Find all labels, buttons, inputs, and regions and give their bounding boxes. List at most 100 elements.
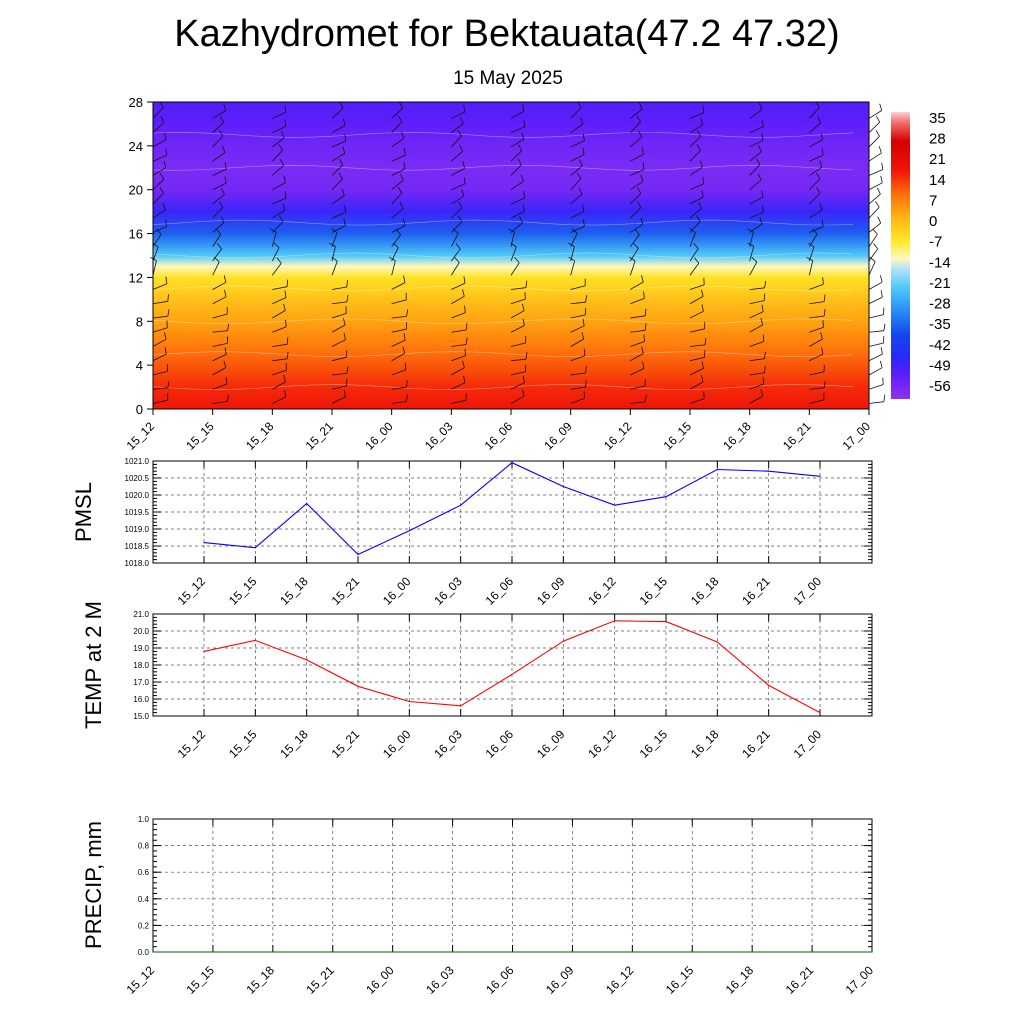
- x-tick-label: 15_15: [226, 727, 260, 761]
- colorbar-label: 14: [929, 172, 946, 189]
- data-point: [212, 951, 213, 952]
- wind-barb: [869, 354, 882, 361]
- x-tick-label: 16_15: [661, 419, 695, 453]
- wind-barb: [869, 262, 875, 276]
- wind-barb-flag: [876, 116, 879, 122]
- wind-barb-flag: [876, 130, 880, 136]
- x-tick-label: 16_15: [663, 963, 697, 997]
- y-tick-label: 21.0: [133, 610, 149, 619]
- y-tick-label: 0.8: [138, 842, 150, 851]
- x-tick-label: 16_06: [483, 727, 517, 761]
- y-tick-label: 20: [129, 183, 143, 198]
- x-tick-label: 15_18: [277, 574, 311, 608]
- x-tick-label: 16_12: [585, 727, 619, 761]
- wind-barb-flag: [465, 349, 466, 356]
- data-point: [409, 701, 410, 702]
- y-axis-label: PRECIP, mm: [81, 821, 106, 949]
- wind-barb-flag: [881, 347, 882, 354]
- x-tick-label: 16_00: [380, 727, 414, 761]
- y-tick-label: 1018.5: [125, 542, 150, 551]
- x-tick-label: 15_12: [124, 963, 158, 997]
- x-tick-label: 15_21: [303, 419, 337, 453]
- x-tick-label: 16_03: [422, 419, 456, 453]
- colorbar-label: 7: [929, 192, 937, 209]
- wind-barb: [869, 111, 882, 119]
- wind-barb: [869, 153, 882, 161]
- x-tick-label: 17_00: [791, 727, 825, 761]
- x-tick-label: 16_00: [380, 574, 414, 608]
- colorbar-label: -28: [929, 296, 951, 313]
- data-point: [460, 505, 461, 506]
- data-point: [409, 530, 410, 531]
- x-tick-label: 16_09: [534, 727, 568, 761]
- x-tick-label: 15_18: [243, 963, 277, 997]
- wind-barb: [869, 343, 884, 347]
- wind-barb: [869, 183, 882, 190]
- y-tick-label: 1.0: [138, 815, 150, 824]
- x-tick-label: 16_15: [637, 574, 671, 608]
- colorbar-strip: [891, 112, 910, 399]
- x-tick-label: 15_15: [184, 963, 218, 997]
- data-point: [563, 486, 564, 487]
- x-tick-label: 16_21: [739, 574, 773, 608]
- data-point: [511, 674, 512, 675]
- wind-barb-flag: [884, 395, 885, 402]
- wind-barb: [869, 297, 882, 304]
- wind-barb-flag: [879, 146, 881, 153]
- x-tick-label: 16_18: [720, 419, 754, 453]
- data-point: [812, 951, 813, 952]
- data-point: [203, 542, 204, 543]
- data-point: [357, 686, 358, 687]
- data-point: [665, 621, 666, 622]
- x-tick-label: 16_21: [783, 963, 817, 997]
- x-tick-label: 17_00: [840, 419, 874, 453]
- wind-barb-flag: [884, 324, 885, 331]
- x-tick-label: 16_03: [431, 727, 465, 761]
- colorbar-label: -49: [929, 357, 951, 374]
- wind-barb-flag: [876, 201, 880, 207]
- y-tick-label: 8: [136, 314, 143, 329]
- data-point: [665, 496, 666, 497]
- data-point: [563, 641, 564, 642]
- data-point: [255, 640, 256, 641]
- data-point: [152, 951, 153, 952]
- x-tick-label: 15_12: [175, 727, 209, 761]
- x-tick-label: 15_21: [329, 727, 363, 761]
- x-tick-label: 16_21: [780, 419, 814, 453]
- data-point: [357, 554, 358, 555]
- y-tick-label: 18.0: [133, 661, 149, 670]
- y-tick-label: 0.2: [138, 921, 150, 930]
- wind-barb-flag: [880, 275, 882, 282]
- data-point: [306, 659, 307, 660]
- x-tick-label: 16_09: [541, 419, 575, 453]
- x-tick-label: 16_06: [483, 574, 517, 608]
- x-tick-label: 16_06: [482, 419, 516, 453]
- wind-barb-flag: [880, 104, 882, 111]
- wind-barb-flag: [880, 361, 882, 368]
- y-tick-label: 15.0: [133, 712, 149, 721]
- x-tick-label: 16_18: [688, 727, 722, 761]
- x-tick-label: 17_00: [843, 963, 877, 997]
- x-tick-label: 15_15: [226, 574, 260, 608]
- colorbar-label: -56: [929, 378, 951, 395]
- wind-barb: [869, 368, 882, 375]
- x-tick-label: 15_18: [243, 419, 277, 453]
- data-point: [614, 505, 615, 506]
- y-tick-label: 4: [136, 358, 143, 373]
- data-point: [332, 951, 333, 952]
- y-tick-label: 12: [129, 270, 143, 285]
- panel-frame: [153, 614, 872, 716]
- data-point: [768, 685, 769, 686]
- y-tick-label: 0: [136, 402, 143, 417]
- x-tick-label: 15_21: [329, 574, 363, 608]
- y-tick-label: 1018.0: [125, 559, 150, 568]
- wind-barb-flag: [878, 217, 881, 223]
- x-tick-label: 16_12: [601, 419, 635, 453]
- wind-barb-flag: [881, 290, 882, 297]
- data-point: [511, 462, 512, 463]
